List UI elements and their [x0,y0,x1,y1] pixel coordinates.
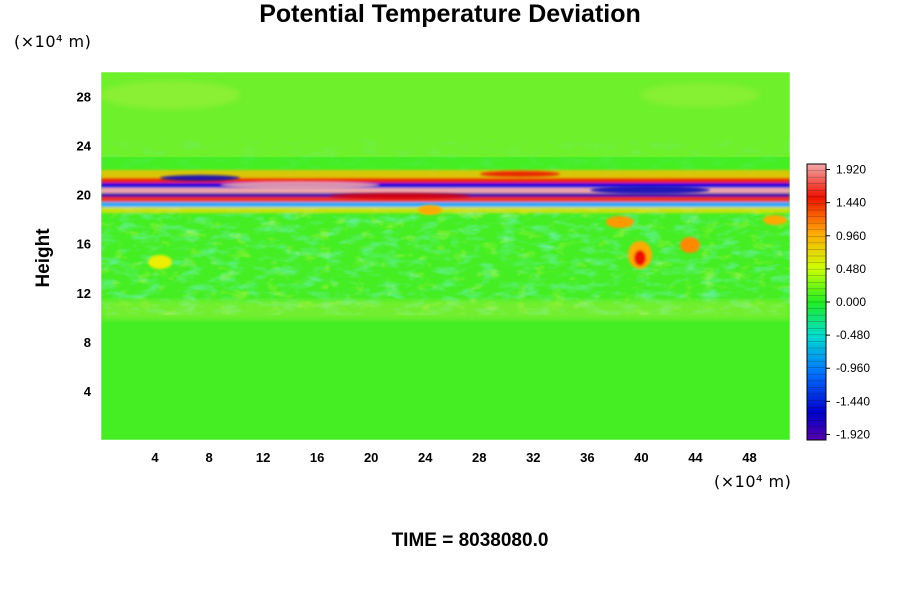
colorbar-tick-label: -1.920 [836,427,870,441]
band-stripe [101,170,790,178]
y-tick-label: 24 [77,139,92,154]
band-blob [590,186,710,194]
x-tick-label: 32 [526,450,540,465]
band-stripe [101,188,790,193]
x-tick-label: 8 [205,450,212,465]
x-tick-label: 44 [688,450,703,465]
colorbar-tick-label: 0.000 [836,295,866,309]
anomaly-blob [606,216,634,228]
y-tick-label: 28 [77,90,91,105]
colorbar-tick-label: 1.440 [836,196,866,210]
colorbar-tick-label: 1.920 [836,163,866,177]
anomaly-blob [418,205,442,215]
band-stripe [101,183,790,188]
y-tick-label: 16 [77,237,91,252]
colorbar-tick-label: -1.440 [836,394,870,408]
x-axis-unit: (×10⁴ m) [714,472,792,491]
band-stripe [101,178,790,183]
x-tick-label: 12 [256,450,270,465]
x-tick-label: 16 [310,450,324,465]
band-stripe [101,202,790,207]
y-tick-label: 12 [77,286,91,301]
y-tick-label: 20 [77,188,91,203]
band-blob [330,193,470,199]
y-tick-label: 8 [84,335,91,350]
band-blob [160,175,240,181]
time-label: TIME = 8038080.0 [391,530,549,551]
lower-layer-edge [101,300,790,320]
x-tick-label: 24 [418,450,433,465]
anomaly-blob [148,255,172,269]
band-blob [480,171,560,177]
band-stripe [101,207,790,213]
band-blobs [160,171,710,199]
upper-warm-patch [640,83,760,107]
x-tick-label: 48 [742,450,756,465]
turbulent-layer-warm [101,205,790,315]
warm-anomaly [148,205,787,269]
colorbar-tick-labels: 1.920 1.440 0.960 0.480 0.000 -0.480 -0.960 -1.… [826,163,870,441]
x-tick-label: 20 [364,450,378,465]
x-tick-label: 40 [634,450,648,465]
upper-warm-patch [101,81,240,109]
anomaly-blob [763,215,787,225]
colorbar-tick-label: 0.960 [836,229,866,243]
anomaly-blob [634,250,646,266]
colorbar-tick-label: -0.960 [836,361,870,375]
plot-frame [100,71,791,441]
chart-title: Potential Temperature Deviation [259,0,641,28]
colorbar-levels [807,170,826,434]
x-tick-label: 4 [151,450,159,465]
heatmap-field [101,72,790,440]
x-tick-label: 36 [580,450,594,465]
colorbar-tick-label: -0.480 [836,328,870,342]
band-blob [220,181,380,189]
colorbar-tick-label: 0.480 [836,262,866,276]
y-tick-label: 4 [84,384,92,399]
x-tick-labels: 4 8 12 16 20 24 28 32 36 40 44 48 [151,450,756,465]
y-tick-labels: 4 8 12 16 20 24 28 [77,90,92,399]
anomaly-blob [680,237,700,253]
band-stripe [101,197,790,202]
y-axis-unit: (×10⁴ m) [14,32,92,51]
x-tick-label: 28 [472,450,486,465]
